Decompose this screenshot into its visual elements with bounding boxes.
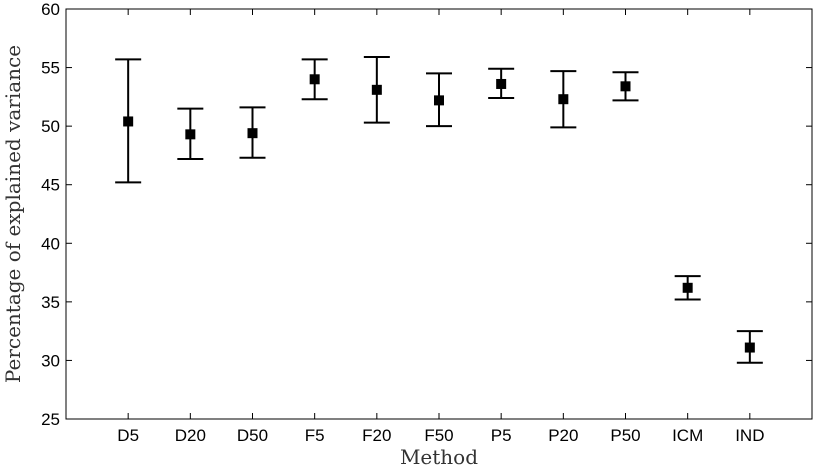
x-tick-labels: D5 D20 D50 F5 F20 F50 P5 P20 P50 ICM IND [117,426,764,445]
x-tick-label: F5 [305,426,325,445]
data-point-marker [434,95,444,106]
y-tick-label: 25 [41,410,60,429]
data-point-marker [247,128,258,139]
y-tick-label: 40 [41,234,60,253]
data-points [123,74,755,353]
y-tick-label: 30 [41,351,60,370]
data-point-marker [682,282,693,293]
y-tick-label: 50 [41,117,60,136]
data-point-marker [123,116,134,127]
y-tick-label: 45 [41,176,60,195]
x-tick-label: P50 [610,426,640,445]
data-point-marker [309,74,320,85]
y-tick-marks [66,8,812,420]
y-tick-label: 35 [41,293,60,312]
x-axis-title: Method [400,445,478,469]
data-point-marker [558,94,569,105]
x-tick-label: D5 [117,426,139,445]
x-tick-label: P5 [491,426,512,445]
x-tick-label: D50 [237,426,268,445]
y-axis-title: Percentage of explained variance [1,45,25,383]
data-point-marker [496,78,507,89]
plot-area [65,8,813,420]
data-point-marker [185,129,196,140]
data-point-marker [620,81,631,92]
y-tick-label: 55 [41,59,60,78]
x-tick-label: D20 [175,426,206,445]
x-tick-label: P20 [548,426,578,445]
x-tick-label: IND [735,426,764,445]
x-tick-label: F50 [424,426,453,445]
data-point-marker [744,342,755,353]
y-tick-label: 60 [41,0,60,19]
x-tick-marks [127,9,751,419]
y-tick-labels: 25 30 35 40 45 50 55 60 [41,0,60,429]
x-tick-label: F20 [362,426,391,445]
x-tick-label: ICM [672,426,703,445]
data-point-marker [371,84,382,95]
